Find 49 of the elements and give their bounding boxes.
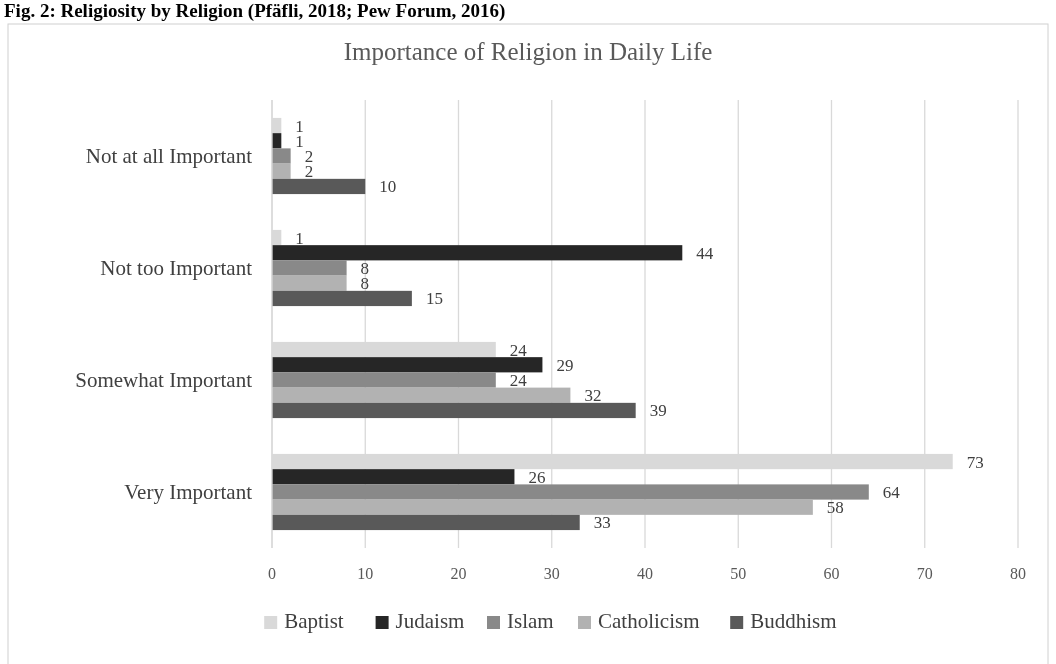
- bar: [272, 514, 580, 531]
- y-tick-label: Somewhat Important: [75, 368, 253, 392]
- x-tick-label: 70: [916, 565, 933, 582]
- legend-label: Judaism: [395, 609, 465, 633]
- data-label: 32: [584, 386, 602, 406]
- bar: [272, 402, 636, 419]
- bar: [272, 387, 571, 403]
- data-label: 58: [826, 498, 844, 518]
- caption: Fig. 2: Religiosity by Religion (Pfäfli, 2018; Pew Forum, 2016): [4, 0, 506, 22]
- data-label: 33: [593, 513, 611, 533]
- data-label: 24: [509, 340, 528, 360]
- data-label: 1: [295, 228, 304, 248]
- bar: [272, 178, 366, 195]
- y-tick-label: Very Important: [124, 480, 253, 504]
- x-tick-label: 10: [357, 565, 374, 582]
- legend-label: Catholicism: [598, 609, 700, 633]
- bar: [272, 499, 813, 515]
- x-tick-label: 40: [637, 565, 653, 582]
- data-label: 44: [696, 243, 714, 263]
- x-tick-label: 60: [823, 565, 840, 582]
- bar: [272, 163, 291, 179]
- bar: [272, 469, 515, 485]
- y-tick-label: Not too Important: [100, 256, 253, 280]
- legend-label: Baptist: [284, 609, 344, 633]
- data-label: 39: [649, 401, 667, 421]
- x-tick-label: 20: [450, 565, 467, 582]
- bar: [272, 148, 291, 164]
- bar: [272, 275, 347, 291]
- bar: [272, 372, 496, 388]
- bar: [272, 484, 869, 500]
- legend-label: Buddhism: [750, 609, 837, 633]
- data-label: 10: [379, 177, 397, 197]
- bar: [272, 357, 543, 373]
- data-label: 15: [425, 289, 443, 309]
- data-label: 24: [509, 371, 528, 390]
- x-tick-label: 50: [730, 565, 747, 582]
- legend-label: Islam: [507, 609, 554, 633]
- data-label: 29: [556, 355, 574, 375]
- x-tick-label: 0: [268, 565, 276, 582]
- data-label: 64: [882, 483, 901, 502]
- bar: [272, 260, 347, 276]
- bar: [272, 290, 412, 307]
- x-tick-label: 30: [543, 565, 560, 582]
- y-tick-label: Not at all Important: [85, 144, 253, 168]
- x-tick-label: 80: [1010, 565, 1026, 582]
- data-label: 73: [966, 452, 984, 472]
- chart-title: Importance of Religion in Daily Life: [343, 38, 713, 65]
- bar: [272, 245, 683, 261]
- data-label: 26: [528, 467, 546, 487]
